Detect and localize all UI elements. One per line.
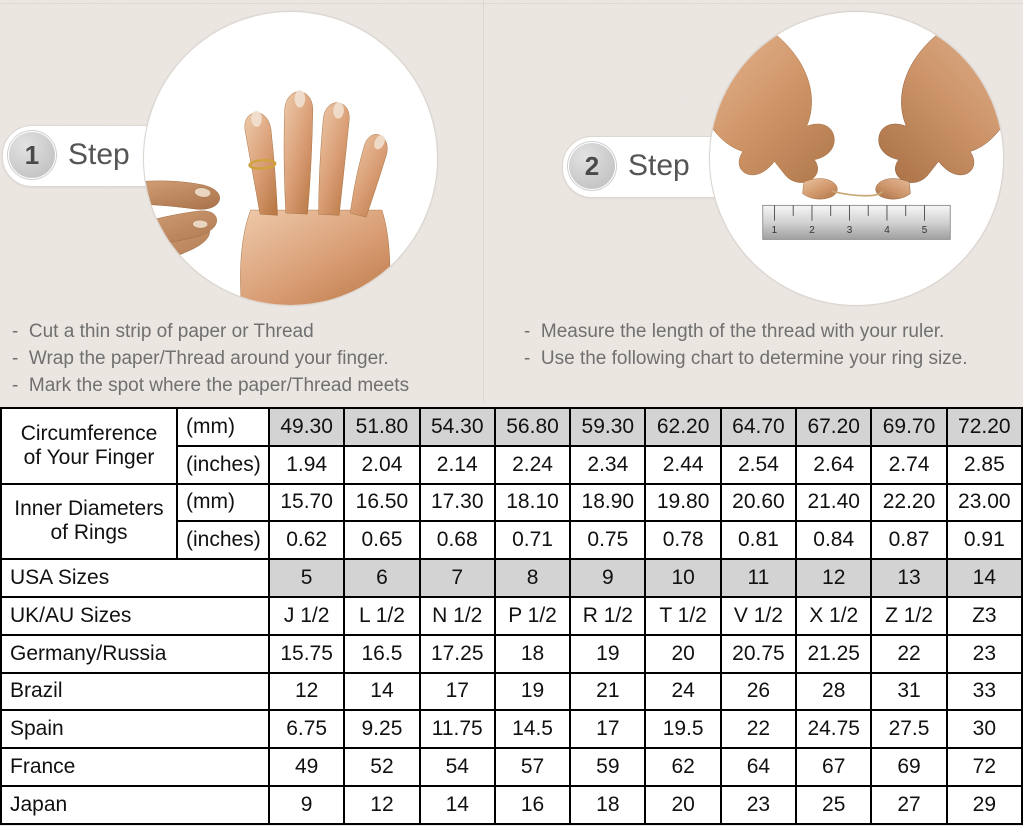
svg-text:2: 2	[809, 225, 815, 236]
svg-text:3: 3	[847, 225, 853, 236]
svg-text:1: 1	[772, 225, 778, 236]
svg-text:4: 4	[884, 225, 890, 236]
svg-text:5: 5	[922, 225, 928, 236]
